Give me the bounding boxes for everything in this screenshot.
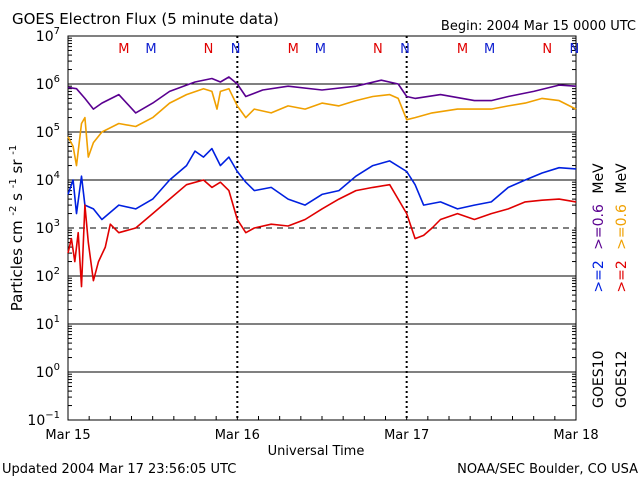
y-tick-label-1: 106 xyxy=(36,74,60,93)
begin-label: Begin: 2004 Mar 15 0000 UTC xyxy=(441,19,636,34)
svg-text:>=2 >=0.6 MeV: >=2 >=0.6 MeV xyxy=(591,163,607,293)
marker-10: N xyxy=(542,42,552,57)
y-axis-label: Particles cm -2 s -1 sr -1 xyxy=(2,145,26,312)
marker-7: N xyxy=(400,42,410,57)
marker-3: N xyxy=(231,42,241,57)
legend-g12-high: >=0.6 xyxy=(614,204,630,250)
right-legend-goes10: >=2 >=0.6 MeV xyxy=(591,163,607,293)
right-legend-goes12: >=2 >=0.6 MeV xyxy=(614,163,630,293)
series-lines xyxy=(67,76,577,288)
marker-2: N xyxy=(204,42,214,57)
legend-g10-high: >=0.6 xyxy=(591,204,607,250)
series-line-1 xyxy=(67,87,577,167)
series-line-0 xyxy=(67,76,577,114)
y-tick-label-8: 10−1 xyxy=(27,410,60,429)
y-label-exp-1: -2 xyxy=(8,206,19,216)
series-line-2 xyxy=(67,147,577,221)
updated-timestamp: Updated 2004 Mar 17 23:56:05 UTC xyxy=(2,462,236,477)
x-tick-label-3: Mar 18 xyxy=(553,428,598,443)
legend-unit-1: MeV xyxy=(591,163,607,194)
chart-title: GOES Electron Flux (5 minute data) xyxy=(12,10,279,28)
day-boundary-ticks xyxy=(67,36,577,420)
x-tick-label-1: Mar 16 xyxy=(215,428,260,443)
marker-4: M xyxy=(288,42,299,57)
x-axis-label: Universal Time xyxy=(268,444,365,459)
x-tick-label-2: Mar 17 xyxy=(384,428,429,443)
y-tick-label-7: 100 xyxy=(36,362,60,381)
legend-g10-low: >=2 xyxy=(591,260,607,292)
goes10-label: GOES10 xyxy=(591,351,607,408)
marker-1: M xyxy=(145,42,156,57)
y-tick-label-6: 101 xyxy=(36,314,60,333)
y-tick-label-2: 105 xyxy=(36,122,60,141)
y-tick-label-4: 103 xyxy=(36,218,60,237)
goes12-label: GOES12 xyxy=(614,351,630,408)
source-label: NOAA/SEC Boulder, CO USA xyxy=(457,462,638,477)
y-tick-label-0: 107 xyxy=(36,26,60,45)
y-tick-label-3: 104 xyxy=(36,170,60,189)
series-line-3 xyxy=(67,179,577,288)
marker-9: M xyxy=(484,42,495,57)
y-label-exp-2: -1 xyxy=(8,178,19,188)
marker-8: M xyxy=(457,42,468,57)
marker-5: M xyxy=(315,42,326,57)
y-tick-label-5: 102 xyxy=(36,266,60,285)
y-label-text: Particles cm xyxy=(8,220,26,311)
marker-11: N xyxy=(569,42,579,57)
marker-6: N xyxy=(373,42,383,57)
y-tick-labels: 107 106 105 104 103 102 101 100 10−1 xyxy=(27,26,60,429)
marker-0: M xyxy=(118,42,129,57)
x-tick-label-0: Mar 15 xyxy=(45,428,90,443)
svg-text:Particles cm -2 s: Particles cm -2 s -1 sr -1 xyxy=(2,145,26,312)
x-tick-labels: Mar 15 Mar 16 Mar 17 Mar 18 xyxy=(45,428,598,443)
y-label-exp-3: -1 xyxy=(8,145,19,155)
y-label-unit-s: s xyxy=(8,193,26,201)
y-label-unit-sr: sr xyxy=(8,159,26,174)
svg-text:>=2 >=0.6 MeV: >=2 >=0.6 MeV xyxy=(614,163,630,293)
legend-unit-2: MeV xyxy=(614,163,630,194)
legend-g12-low: >=2 xyxy=(614,260,630,292)
